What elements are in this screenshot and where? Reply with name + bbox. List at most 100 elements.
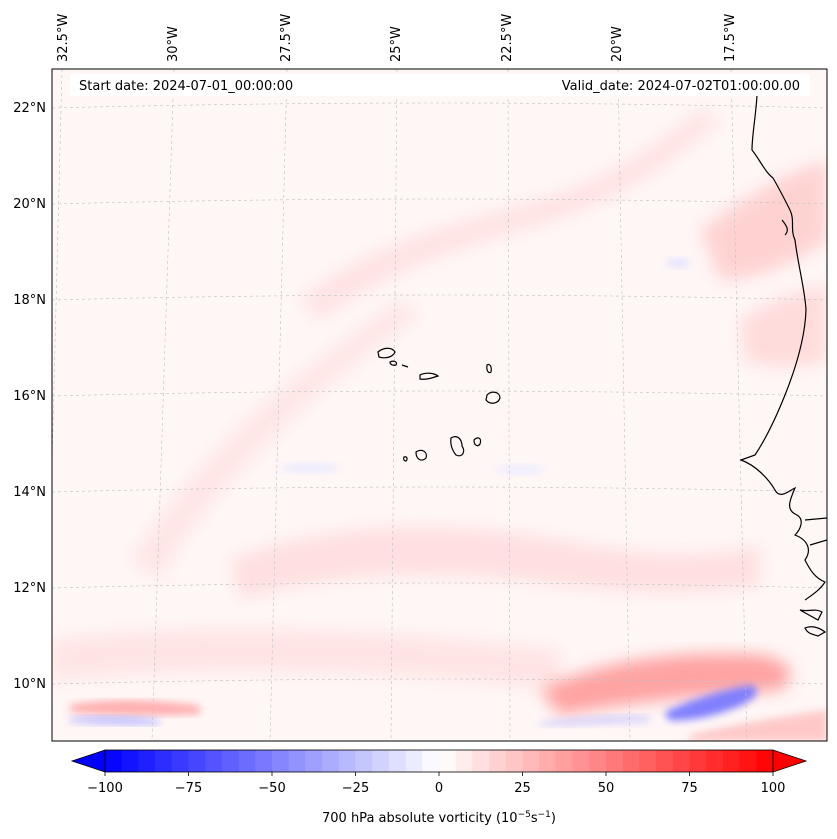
colorbar-segment: [188, 750, 206, 772]
colorbar-tick-label: −25: [342, 781, 369, 796]
negative-vorticity-strip: [70, 715, 160, 725]
positive-vorticity-max: [540, 653, 791, 715]
colorbar-segment: [205, 750, 223, 772]
vorticity-band-north: [300, 110, 720, 320]
colorbar-ticks: −100 −75 −50 −25 0 25 50 75 100: [87, 772, 785, 796]
lat-label: 20°N: [13, 197, 46, 212]
colorbar-segment: [439, 750, 457, 772]
island-sao-vicente: [389, 360, 398, 366]
colorbar-segment: [238, 750, 256, 772]
colorbar-tick-label: 50: [598, 781, 615, 796]
negative-vorticity-patch: [666, 258, 690, 268]
start-date-label: Start date: 2024-07-01_00:00:00: [79, 79, 293, 94]
colorbar-segment: [272, 750, 290, 772]
negative-vorticity-patch: [280, 463, 340, 473]
latitude-labels: 22°N 20°N 18°N 16°N 14°N 12°N 10°N: [13, 101, 46, 692]
colorbar-tick-label: −75: [175, 781, 202, 796]
vorticity-band-central: [230, 526, 760, 600]
colorbar-tick-label: 25: [514, 781, 531, 796]
colorbar-segment: [539, 750, 557, 772]
lon-label: 17.5°W: [723, 14, 738, 62]
island-sal: [486, 363, 492, 374]
colorbar-segment: [372, 750, 390, 772]
colorbar-tick-label: 75: [681, 781, 698, 796]
lat-label: 14°N: [13, 485, 46, 500]
colorbar-segment: [639, 750, 657, 772]
colorbar-segment: [221, 750, 240, 772]
colorbar-segment: [756, 750, 774, 772]
colorbar: −100 −75 −50 −25 0 25 50 75 100 700 hPa absolute…: [70, 749, 808, 826]
colorbar-segment: [489, 750, 507, 772]
colorbar-segment: [505, 750, 523, 772]
colorbar-segment: [589, 750, 607, 772]
colorbar-segment: [672, 750, 690, 772]
cape-verde-islands: [377, 347, 501, 462]
colorbar-segment: [405, 750, 423, 772]
coastlines: [739, 94, 827, 637]
lat-label: 18°N: [13, 293, 46, 308]
colorbar-segment: [138, 750, 156, 772]
positive-vorticity-strip: [70, 700, 200, 716]
lat-label: 12°N: [13, 581, 46, 596]
colorbar-segment: [305, 750, 323, 772]
vorticity-band-diagonal: [130, 300, 420, 580]
lat-label: 10°N: [13, 677, 46, 692]
lon-label: 32.5°W: [56, 14, 71, 62]
colorbar-segment: [322, 750, 340, 772]
lat-label: 22°N: [13, 101, 46, 116]
island-fogo: [415, 449, 427, 461]
colorbar-arrow-max: [772, 749, 808, 773]
longitude-labels: 32.5°W 30°W 27.5°W 25°W 22.5°W 20°W 17.5…: [56, 14, 738, 62]
colorbar-segment: [689, 750, 707, 772]
colorbar-segment: [355, 750, 373, 772]
lon-label: 25°W: [389, 26, 404, 62]
colorbar-tick-label: 0: [435, 781, 443, 796]
colorbar-segments: [105, 750, 774, 772]
negative-vorticity-min: [665, 685, 757, 721]
valid-date-label: Valid_date: 2024-07-02T01:00:00.00: [562, 79, 800, 94]
colorbar-segment: [338, 750, 356, 772]
lon-label: 27.5°W: [279, 14, 294, 62]
colorbar-segment: [121, 750, 139, 772]
lon-label: 30°W: [166, 26, 181, 62]
island-santo-antao: [377, 347, 396, 359]
positive-vorticity-south-edge: [690, 710, 827, 741]
coastline-detail: [809, 539, 827, 546]
colorbar-segment: [722, 750, 741, 772]
colorbar-segment: [606, 750, 624, 772]
colorbar-segment: [155, 750, 173, 772]
map-background: [52, 69, 827, 741]
coastline-detail: [804, 626, 827, 637]
colorbar-segment: [105, 750, 123, 772]
colorbar-tick-label: 100: [761, 781, 786, 796]
colorbar-label: 700 hPa absolute vorticity (10−5s−1): [322, 810, 556, 826]
colorbar-segment: [171, 750, 189, 772]
island-maio: [473, 437, 482, 447]
date-banner: [70, 74, 810, 96]
island-brava: [403, 456, 408, 462]
graticule: [52, 69, 827, 741]
colorbar-segment: [288, 750, 306, 772]
vorticity-band-coast: [700, 160, 827, 280]
lat-label: 16°N: [13, 389, 46, 404]
island-sao-nicolau: [419, 372, 440, 380]
map-frame: [51, 68, 828, 742]
colorbar-segment: [656, 750, 674, 772]
island-santiago: [450, 436, 465, 457]
island-boa-vista: [485, 391, 501, 404]
colorbar-segment: [522, 750, 540, 772]
vorticity-field: [52, 110, 827, 741]
colorbar-segment: [555, 750, 574, 772]
negative-vorticity-strip-2: [540, 715, 650, 726]
lon-label: 22.5°W: [500, 14, 515, 62]
coastline-detail: [804, 517, 827, 521]
colorbar-segment: [388, 750, 407, 772]
island-santa-luzia: [401, 364, 409, 368]
colorbar-segment: [706, 750, 724, 772]
colorbar-segment: [472, 750, 490, 772]
colorbar-segment: [255, 750, 273, 772]
map-panel: Start date: 2024-07-01_00:00:00 Valid_da…: [51, 68, 828, 742]
negative-vorticity-patch: [495, 465, 545, 475]
colorbar-segment: [622, 750, 640, 772]
coastline-detail: [799, 609, 823, 621]
